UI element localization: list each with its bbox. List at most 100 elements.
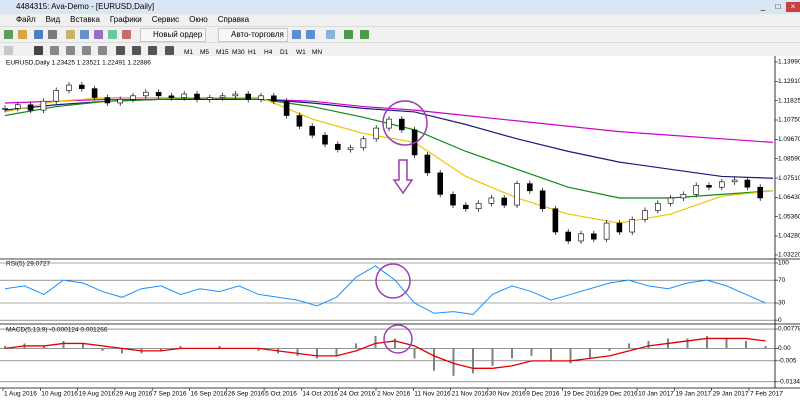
icon[interactable]: [116, 46, 125, 55]
histogram-bar: [550, 348, 552, 361]
icon[interactable]: [34, 46, 43, 55]
candle: [270, 95, 277, 102]
candle: [642, 210, 648, 220]
icon[interactable]: [80, 30, 89, 39]
histogram-bar: [725, 338, 728, 349]
icon[interactable]: [165, 46, 174, 55]
candle: [398, 118, 405, 131]
x-tick-label: 30 Nov 2016: [489, 391, 526, 398]
histogram-bar: [160, 348, 162, 351]
y-tick-label: 1.04280: [778, 233, 800, 240]
maximize-button[interactable]: □: [775, 2, 781, 11]
histogram-bar: [394, 338, 396, 349]
x-tick-label: 19 Aug 2016: [79, 391, 116, 398]
histogram-bar: [706, 335, 708, 349]
icon[interactable]: [306, 30, 315, 39]
candle: [693, 185, 700, 195]
y-tick-label: 1.06430: [778, 194, 800, 201]
candle: [334, 143, 341, 150]
timeframe-button[interactable]: M5: [200, 49, 210, 56]
candle: [629, 219, 636, 233]
histogram-bar: [43, 345, 45, 349]
timeframe-button[interactable]: M15: [216, 49, 229, 56]
icon[interactable]: [82, 46, 91, 55]
icon[interactable]: [50, 46, 59, 55]
x-tick-label: 29 Dec 2016: [601, 391, 638, 398]
timeframe-button[interactable]: MN: [312, 49, 323, 56]
icon[interactable]: [326, 30, 335, 39]
candle: [654, 203, 661, 211]
icon[interactable]: [4, 30, 13, 39]
candle: [66, 84, 72, 91]
icon[interactable]: [344, 30, 353, 39]
icon[interactable]: [48, 30, 57, 39]
icon[interactable]: [34, 30, 43, 39]
menu-item[interactable]: Окно: [189, 15, 208, 24]
timeframe-button[interactable]: D1: [280, 49, 289, 56]
timeframe-button[interactable]: H4: [264, 49, 273, 56]
icon[interactable]: [108, 30, 117, 39]
window-title: 4484315: Ava-Demo - [EURUSD,Daily]: [16, 2, 155, 11]
candle: [680, 194, 687, 199]
menu-item[interactable]: Сервис: [151, 15, 180, 24]
icon[interactable]: [98, 46, 107, 55]
icon[interactable]: [18, 30, 27, 39]
auto-trading-button[interactable]: Авто-торговля: [218, 28, 288, 42]
timeframe-button[interactable]: W1: [296, 49, 306, 56]
candle: [437, 172, 444, 195]
x-tick-label: 11 Nov 2016: [414, 391, 451, 398]
y-tick-label: 0: [778, 317, 782, 324]
menu-item[interactable]: Файл: [16, 15, 36, 24]
icon[interactable]: [132, 46, 141, 55]
icon[interactable]: [4, 46, 13, 55]
candle: [219, 95, 226, 98]
candle: [143, 91, 149, 97]
histogram-bar: [316, 348, 318, 359]
timeframe-button[interactable]: M1: [184, 49, 194, 56]
x-tick-label: 5 Oct 2016: [265, 391, 297, 398]
icon[interactable]: [66, 30, 75, 39]
candle: [526, 183, 533, 192]
new-order-button[interactable]: Новый ордер: [140, 28, 207, 42]
down-arrow: [392, 159, 414, 195]
histogram-bar: [569, 348, 572, 364]
pane-title: EURUSD,Daily 1.23425 1.23521 1.22491 1.2…: [6, 60, 151, 67]
candle: [475, 203, 482, 210]
candle: [104, 97, 111, 104]
menu-item[interactable]: Справка: [217, 15, 250, 24]
menu-item[interactable]: Графики: [109, 15, 142, 24]
histogram-bar: [764, 345, 767, 349]
timeframe-button[interactable]: M30: [232, 49, 245, 56]
menu-item[interactable]: Вид: [45, 15, 61, 24]
icon[interactable]: [360, 30, 369, 39]
timeframe-button[interactable]: H1: [248, 49, 257, 56]
histogram-bar: [745, 340, 747, 349]
candle: [539, 190, 546, 210]
candle: [450, 194, 456, 206]
candle: [245, 93, 251, 100]
histogram-bar: [218, 345, 221, 349]
icon[interactable]: [148, 46, 157, 55]
candle: [155, 91, 162, 97]
annotations: [375, 100, 428, 354]
menu-item[interactable]: Вставка: [70, 15, 100, 24]
icon[interactable]: [94, 30, 103, 39]
x-tick-label: 26 Sep 2016: [228, 391, 265, 398]
icon[interactable]: [122, 30, 131, 39]
close-button[interactable]: ×: [786, 2, 800, 12]
pane-title: MACD(5,13,9) -0.000124 0.001266: [6, 327, 108, 334]
candle: [91, 88, 98, 98]
histogram-bar: [686, 338, 689, 349]
title-bar: 4484315: Ava-Demo - [EURUSD,Daily] _ □ ×: [0, 0, 800, 14]
y-tick-label: 1.12910: [778, 78, 800, 85]
x-tick-label: 19 Jan 2017: [675, 391, 711, 398]
histogram-bar: [452, 348, 455, 376]
icon[interactable]: [292, 30, 301, 39]
icon[interactable]: [66, 46, 75, 55]
candle: [53, 90, 60, 102]
x-tick-label: 14 Oct 2016: [302, 391, 338, 398]
histogram-bar: [511, 348, 513, 359]
minimize-button[interactable]: _: [760, 2, 766, 11]
candle: [322, 134, 328, 145]
